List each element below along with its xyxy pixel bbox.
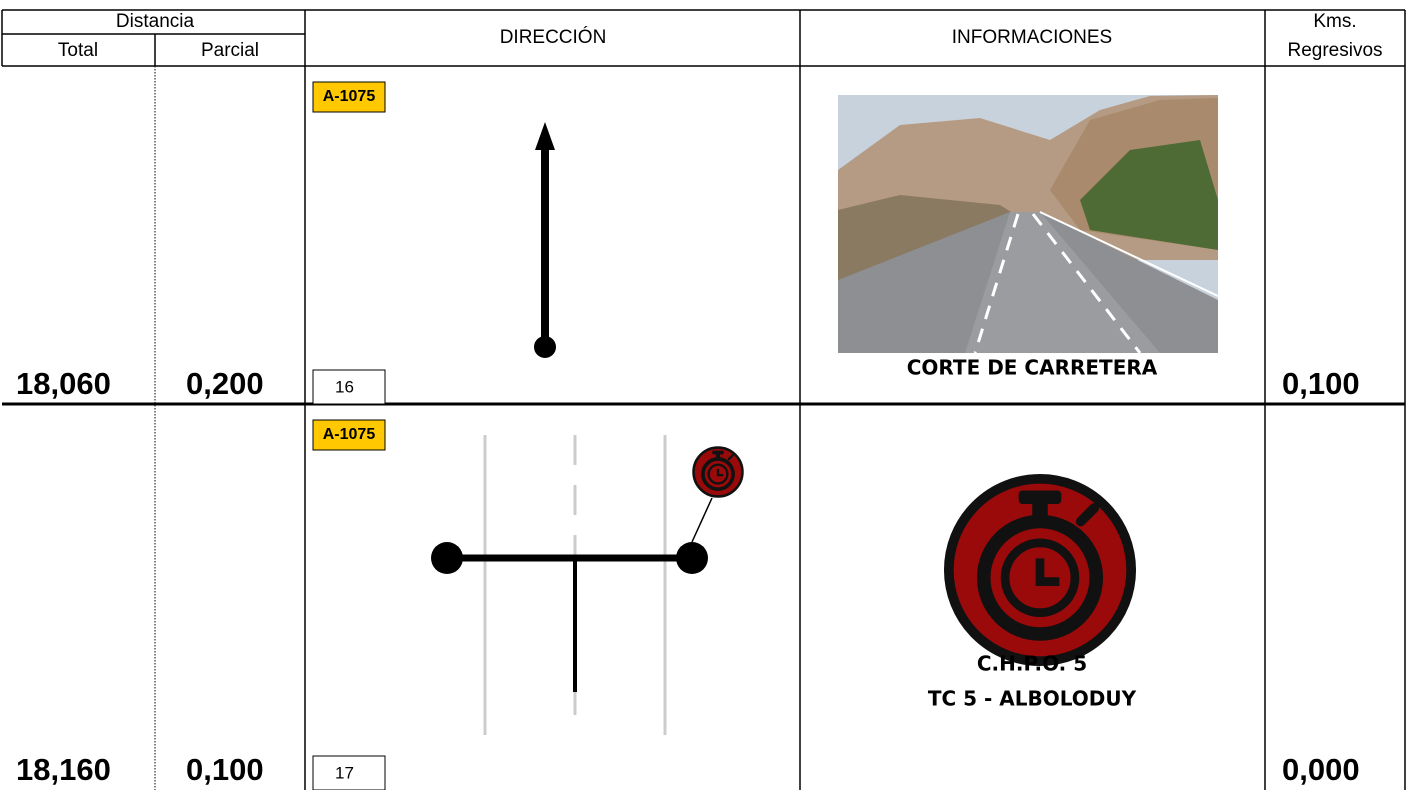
header: DIRECCIÓN xyxy=(500,26,607,48)
parcial: 0,200 xyxy=(186,366,264,401)
parcial: 0,100 xyxy=(186,752,264,787)
kms-regresivos: 0,000 xyxy=(1282,752,1360,787)
header: Total xyxy=(58,40,98,61)
arrow xyxy=(534,122,556,358)
info-text: TC 5 - ALBOLODUY xyxy=(928,687,1137,711)
road-label: A-1075 xyxy=(323,88,376,105)
road-badge xyxy=(312,419,386,451)
header: INFORMACIONES xyxy=(952,27,1112,48)
road-badge xyxy=(312,81,386,113)
box-number: 16 xyxy=(335,377,354,396)
stopwatch-icon xyxy=(949,479,1131,661)
total: 18,060 xyxy=(16,366,111,401)
kms-regresivos: 0,100 xyxy=(1282,366,1360,401)
header: Parcial xyxy=(201,40,259,61)
info-text: CORTE DE CARRETERA xyxy=(907,356,1158,380)
info-text: C.H.P.O. 5 xyxy=(977,652,1087,676)
number-box xyxy=(312,369,386,405)
header: Regresivos xyxy=(1287,40,1382,61)
box-number: 17 xyxy=(335,763,354,782)
header: Distancia xyxy=(116,11,195,32)
road-label: A-1075 xyxy=(323,426,376,443)
total: 18,160 xyxy=(16,752,111,787)
photo xyxy=(838,95,1219,354)
header: Kms. xyxy=(1313,11,1356,32)
junction xyxy=(431,435,744,735)
number-box xyxy=(312,755,386,790)
grid xyxy=(1,9,1406,790)
